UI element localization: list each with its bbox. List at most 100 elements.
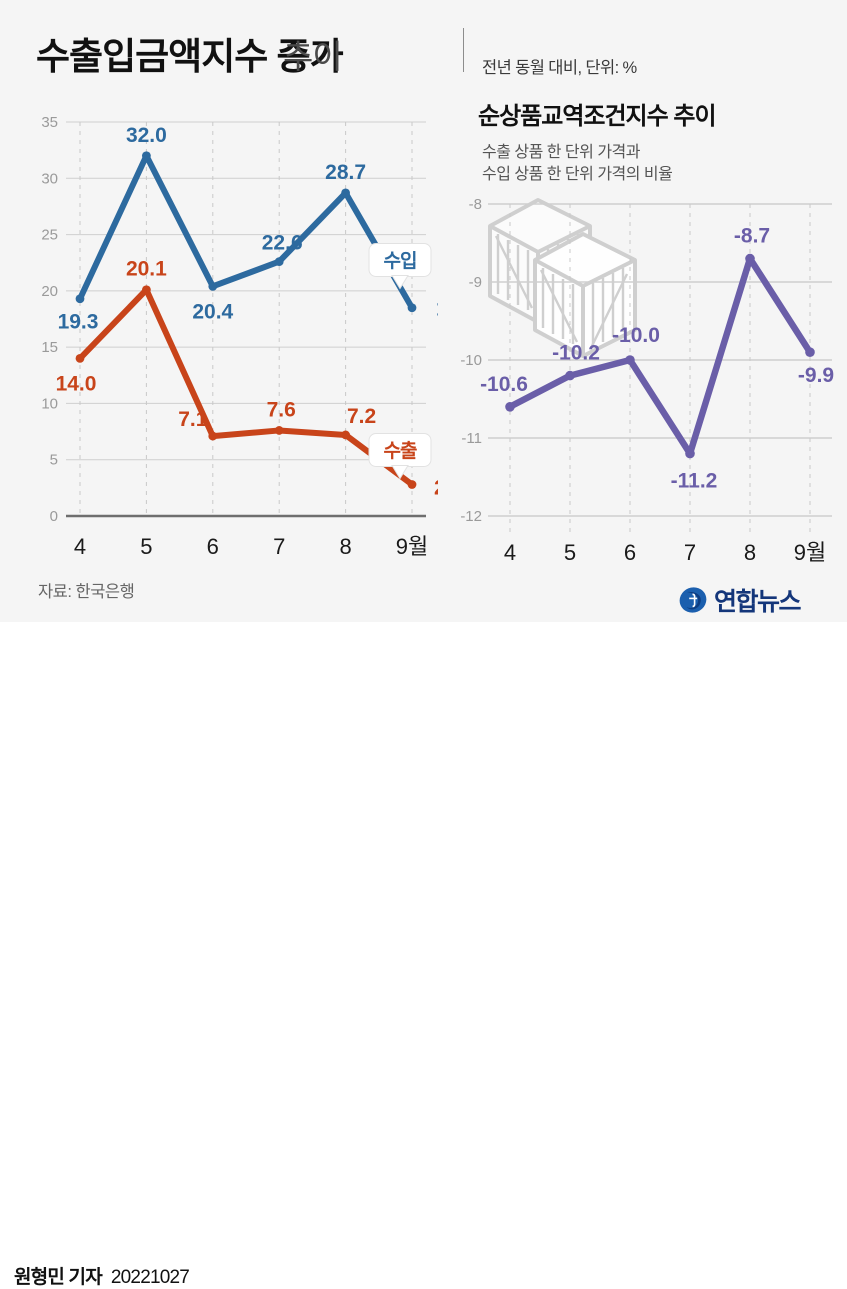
page-title-suffix: 추이: [283, 38, 343, 75]
data-label: 2.8: [434, 476, 438, 499]
left-chart-series-lines: [77, 152, 415, 488]
right-panel-desc-line2: 수입 상품 한 단위 가격의 비율: [482, 166, 673, 183]
data-label: 19.3: [58, 311, 99, 334]
legend-callout-label: 수입: [384, 250, 417, 272]
data-point: [208, 281, 218, 291]
right-chart-series-lines: [506, 255, 814, 457]
y-tick-label: 20: [41, 283, 58, 300]
data-label: 20.4: [192, 300, 233, 323]
yonhap-logo-text: 연합뉴스: [714, 588, 802, 616]
yonhap-swirl-icon: [679, 587, 707, 613]
y-tick-label: 25: [41, 227, 58, 244]
x-tick-label: 8: [744, 540, 756, 565]
data-label: 32.0: [126, 124, 167, 147]
chart-right-svg: -12 -11 -10 -9 -8 4 5 6 7 8 9월 -10.6 -10.2 -10.0 -11…: [460, 196, 834, 565]
y-tick-label: -9: [469, 274, 482, 291]
byline: 원형민 기자 20221027: [14, 1262, 190, 1289]
data-point: [565, 370, 575, 381]
data-point: [805, 347, 815, 357]
source-label: 자료: 한국은행: [38, 583, 135, 601]
reporter-name: 원형민 기자: [14, 1267, 103, 1288]
right-panel-title: 순상품교역조건지수 추이: [478, 103, 717, 130]
series-line-수입: [77, 152, 415, 311]
legend-callout-label: 수출: [384, 440, 417, 462]
left-chart-x-axis-ticks: 4 5 6 7 8 9월: [74, 534, 428, 559]
chart-terms-of-trade: -12 -11 -10 -9 -8 4 5 6 7 8 9월 -10.6 -10.2 -10.0 -11…: [450, 108, 842, 578]
data-point: [75, 294, 85, 304]
data-label: 20.1: [126, 258, 167, 281]
right-chart-x-axis-ticks: 4 5 6 7 8 9월: [504, 540, 826, 565]
data-label: -10.2: [552, 342, 600, 365]
x-tick-label: 8: [339, 534, 351, 559]
y-tick-label: 35: [41, 114, 58, 131]
data-point: [407, 303, 417, 313]
right-chart-data-labels: -10.6 -10.2 -10.0 -11.2 -8.7 -9.9: [480, 225, 834, 493]
x-tick-label: 5: [140, 534, 152, 559]
data-label: 18.5: [436, 298, 438, 321]
y-tick-label: -8: [469, 196, 482, 213]
right-chart-data-points: [505, 253, 815, 459]
data-point: [142, 151, 151, 161]
legend-callout-수출: 수출: [368, 433, 432, 480]
bottom-band: 원형민 기자 20221027: [0, 622, 847, 1288]
unit-note: 전년 동월 대비, 단위: %: [482, 59, 637, 77]
data-point: [341, 188, 350, 198]
x-tick-label: 6: [207, 534, 219, 559]
data-point: [407, 480, 417, 489]
right-chart-y-axis-ticks: -12 -11 -10 -9 -8: [460, 196, 482, 525]
data-label: 7.2: [347, 405, 376, 428]
chart-export-import-index: 0 5 10 15 20 25 30 35 4 5 6 7 8 9월 19.3 32.0 20.4 22.6 2…: [18, 108, 438, 578]
data-point: [274, 257, 284, 266]
chart-left-svg: 0 5 10 15 20 25 30 35 4 5 6 7 8 9월 19.3 32.0 20.4 22.6 2…: [41, 114, 438, 559]
data-point: [505, 402, 515, 412]
left-chart-data-labels: 19.3 32.0 20.4 22.6 28.7 18.5 14.0 20.1 7.1 7.6 7.…: [56, 124, 438, 500]
title-bar: 수출입금액지수 증가 추이 전년 동월 대비, 단위: %: [0, 0, 847, 86]
left-chart-y-axis-ticks: 0 5 10 15 20 25 30 35: [41, 114, 58, 525]
data-label: 7.1: [178, 408, 208, 431]
y-tick-label: -10: [460, 352, 482, 369]
data-point: [625, 355, 635, 365]
data-point: [208, 431, 218, 441]
data-label: 28.7: [325, 161, 366, 184]
left-chart-gridlines: [66, 121, 426, 518]
series-line-terms: [506, 255, 814, 457]
title-divider: [463, 28, 464, 72]
page-title: 수출입금액지수 증가: [36, 36, 344, 77]
y-tick-label: 15: [41, 339, 58, 356]
data-label: -8.7: [734, 225, 770, 248]
right-panel-desc-line1: 수출 상품 한 단위 가격과: [482, 144, 640, 161]
data-point: [685, 448, 695, 459]
series-line-수출: [77, 286, 415, 488]
x-tick-label: 6: [624, 540, 636, 565]
right-panel-description: 수출 상품 한 단위 가격과 수입 상품 한 단위 가격의 비율: [482, 142, 673, 186]
left-chart-data-points: [75, 151, 417, 489]
data-label: -9.9: [798, 364, 834, 387]
data-label: 14.0: [56, 372, 97, 395]
data-point: [142, 285, 151, 295]
y-tick-label: 5: [50, 452, 58, 469]
left-chart-vertical-gridlines: [79, 122, 413, 516]
shipping-crate-icon: [488, 198, 637, 358]
data-point: [75, 354, 85, 363]
publish-date: 20221027: [110, 1267, 190, 1288]
data-label: 22.6: [262, 232, 303, 255]
right-chart-gridlines: [488, 203, 832, 517]
data-point: [341, 430, 350, 440]
data-label: -11.2: [671, 470, 718, 493]
y-tick-label: -12: [460, 508, 482, 525]
data-point: [274, 426, 284, 435]
legend-callout-수입: 수입: [368, 243, 432, 290]
x-tick-label: 4: [74, 534, 86, 559]
x-tick-label: 7: [684, 540, 696, 565]
y-tick-label: 0: [50, 508, 58, 525]
data-label: -10.0: [612, 324, 660, 347]
yonhap-news-logo: 연합뉴스: [678, 582, 802, 618]
x-tick-label: 5: [564, 540, 576, 565]
x-tick-label: 9월: [396, 534, 428, 559]
y-tick-label: 10: [41, 395, 58, 412]
x-tick-label: 9월: [794, 540, 826, 565]
y-tick-label: -11: [461, 430, 482, 447]
x-tick-label: 7: [273, 534, 285, 559]
